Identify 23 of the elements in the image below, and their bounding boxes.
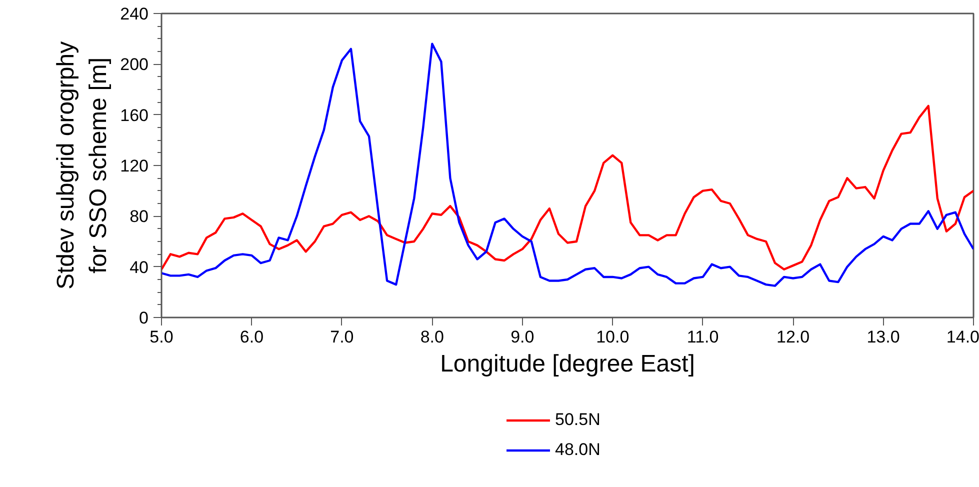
- x-tick-label: 12.0: [776, 328, 810, 346]
- y-tick-label: 40: [130, 258, 149, 277]
- line-series: [162, 104, 974, 270]
- x-tick-label: 8.0: [420, 328, 444, 346]
- x-tick-label: 11.0: [686, 328, 719, 346]
- y-tick-label: 0: [139, 308, 149, 328]
- y-tick-label: 80: [130, 207, 149, 226]
- x-tick-label: 14.0: [946, 328, 979, 346]
- legend-label: 50.5N: [555, 410, 600, 430]
- y-axis-title: Stdev subgrid orogrphy for SSO scheme [m]: [52, 41, 112, 290]
- y-tick-label: 120: [120, 156, 149, 176]
- line-series: [162, 42, 974, 287]
- x-tick-label: 6.0: [240, 328, 264, 346]
- y-tick-label: 200: [120, 55, 149, 74]
- x-tick-label: 13.0: [866, 328, 900, 346]
- legend-label: 48.0N: [555, 440, 600, 460]
- y-tick-label: 240: [120, 4, 149, 24]
- x-axis-title: Longitude [degree East]: [440, 350, 695, 378]
- x-tick-label: 10.0: [596, 328, 630, 346]
- x-tick-label: 5.0: [150, 328, 174, 346]
- y-tick-label: 160: [120, 106, 149, 125]
- x-tick-label: 7.0: [330, 328, 354, 346]
- x-tick-label: 9.0: [510, 328, 534, 346]
